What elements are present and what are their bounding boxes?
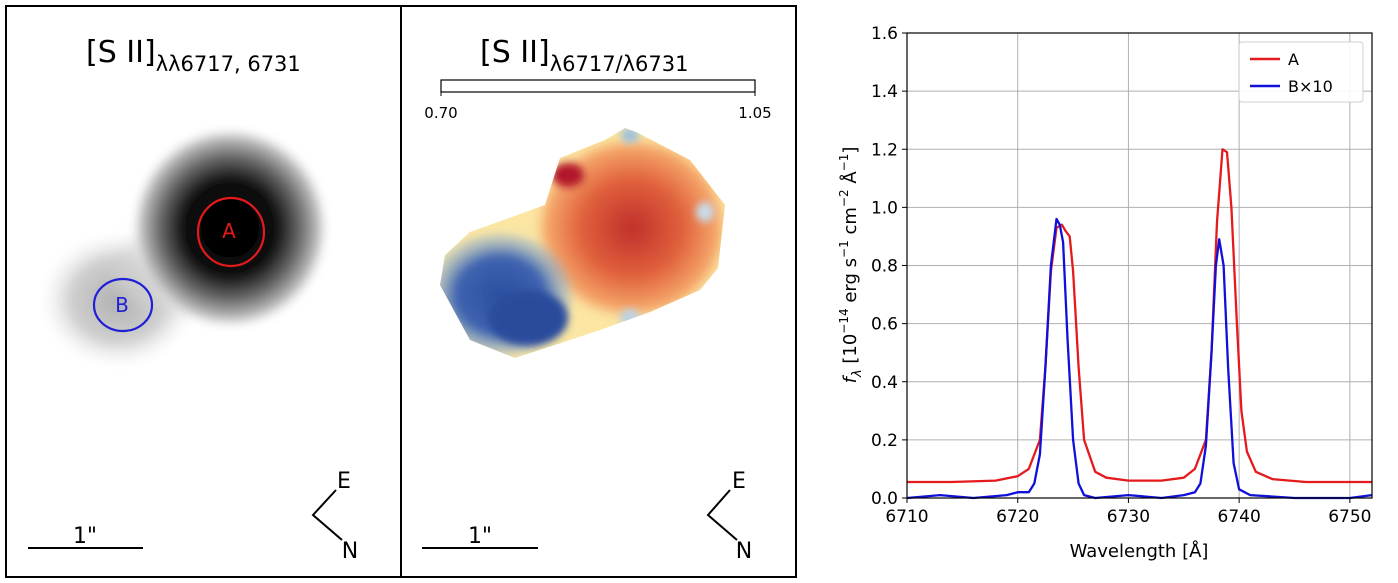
flux-blob-a — [130, 126, 330, 330]
y-label-f: f — [840, 374, 861, 383]
x-tick-label: 6740 — [1218, 507, 1261, 527]
flux-compass-n: N — [342, 539, 358, 564]
y-axis-label: fλ [10−14 erg s−1 cm−2 Å−1] — [837, 147, 865, 384]
y-tick-label: 1.4 — [871, 82, 898, 102]
x-tick-label: 6710 — [885, 507, 928, 527]
ratio-light-spot-2 — [696, 202, 714, 222]
ratio-scale-label: 1" — [468, 524, 492, 549]
region-a-label: A — [222, 219, 236, 243]
ratio-dark-red-spot — [552, 163, 584, 187]
x-axis-label: Wavelength [Å] — [1070, 540, 1209, 562]
y-label-erg: erg s — [840, 258, 861, 308]
legend-label-a: A — [1288, 50, 1299, 69]
ratio-map-panel: [S II]λ6717/λ6731 0.70 1.05 1" E N — [400, 5, 797, 578]
legend-label-b: B×10 — [1288, 77, 1333, 96]
y-tick-label: 0.6 — [871, 315, 898, 335]
y-tick-label: 0.8 — [871, 257, 898, 277]
flux-panel-title: [S II]λλ6717, 6731 — [86, 35, 301, 76]
spectrum-chart: 6710 6720 6730 6740 6750 0.0 0.2 0.4 0.6 0.8 1.0 1.… — [837, 24, 1373, 562]
y-label-close: ] — [840, 147, 861, 154]
x-tick-label: 6730 — [1107, 507, 1150, 527]
flux-compass — [311, 489, 343, 541]
ratio-colorbar-min-label: 0.70 — [424, 104, 457, 122]
flux-map-panel: A B [S II]λλ6717, 6731 1" E N — [5, 5, 402, 578]
y-tick-label: 0.0 — [871, 489, 898, 509]
ratio-panel-title: [S II]λ6717/λ6731 — [480, 35, 689, 76]
series-a-line — [907, 148, 1372, 484]
ratio-colorbar-box — [440, 79, 756, 93]
x-tick-label: 6720 — [996, 507, 1039, 527]
flux-title-main: [S II] — [86, 35, 156, 70]
y-label-open: [10 — [840, 334, 861, 370]
ratio-colorbar: 0.70 1.05 — [424, 79, 772, 122]
flux-compass-e: E — [337, 469, 351, 494]
y-label-exp3: −2 — [837, 189, 851, 207]
region-a-contour — [196, 196, 266, 268]
ratio-compass — [706, 489, 738, 541]
y-tick-label: 0.2 — [871, 431, 898, 451]
chart-grid — [906, 32, 1372, 499]
ratio-compass-n: N — [736, 539, 752, 564]
y-tick-label: 1.2 — [871, 140, 898, 160]
ratio-colorbar-max-label: 1.05 — [738, 104, 771, 122]
legend: A B×10 — [1238, 41, 1364, 103]
y-label-exp1: −14 — [837, 308, 851, 333]
y-label-exp4: −1 — [837, 154, 851, 172]
flux-title-subscript: λλ6717, 6731 — [156, 52, 301, 76]
y-tick-label: 1.0 — [871, 198, 898, 218]
y-label-lambda: λ — [850, 369, 865, 378]
y-tick-label: 1.6 — [871, 24, 898, 44]
ratio-title-subscript: λ6717/λ6731 — [550, 52, 689, 76]
flux-scale-label: 1" — [73, 524, 97, 549]
region-b-contour — [92, 277, 154, 333]
y-label-cm: cm — [840, 207, 861, 240]
x-tick-label: 6750 — [1328, 507, 1371, 527]
ratio-compass-e: E — [732, 469, 746, 494]
series-b-line — [906, 217, 1373, 500]
chart-ticks: 6710 6720 6730 6740 6750 0.0 0.2 0.4 0.6 0.8 1.0 1.… — [871, 24, 1372, 527]
y-label-exp2: −1 — [837, 240, 851, 258]
ratio-blue-core — [488, 290, 568, 346]
region-b-label: B — [115, 293, 129, 317]
y-label-ang: Å — [839, 171, 861, 190]
y-tick-label: 0.4 — [871, 373, 898, 393]
ratio-title-main: [S II] — [480, 35, 550, 70]
